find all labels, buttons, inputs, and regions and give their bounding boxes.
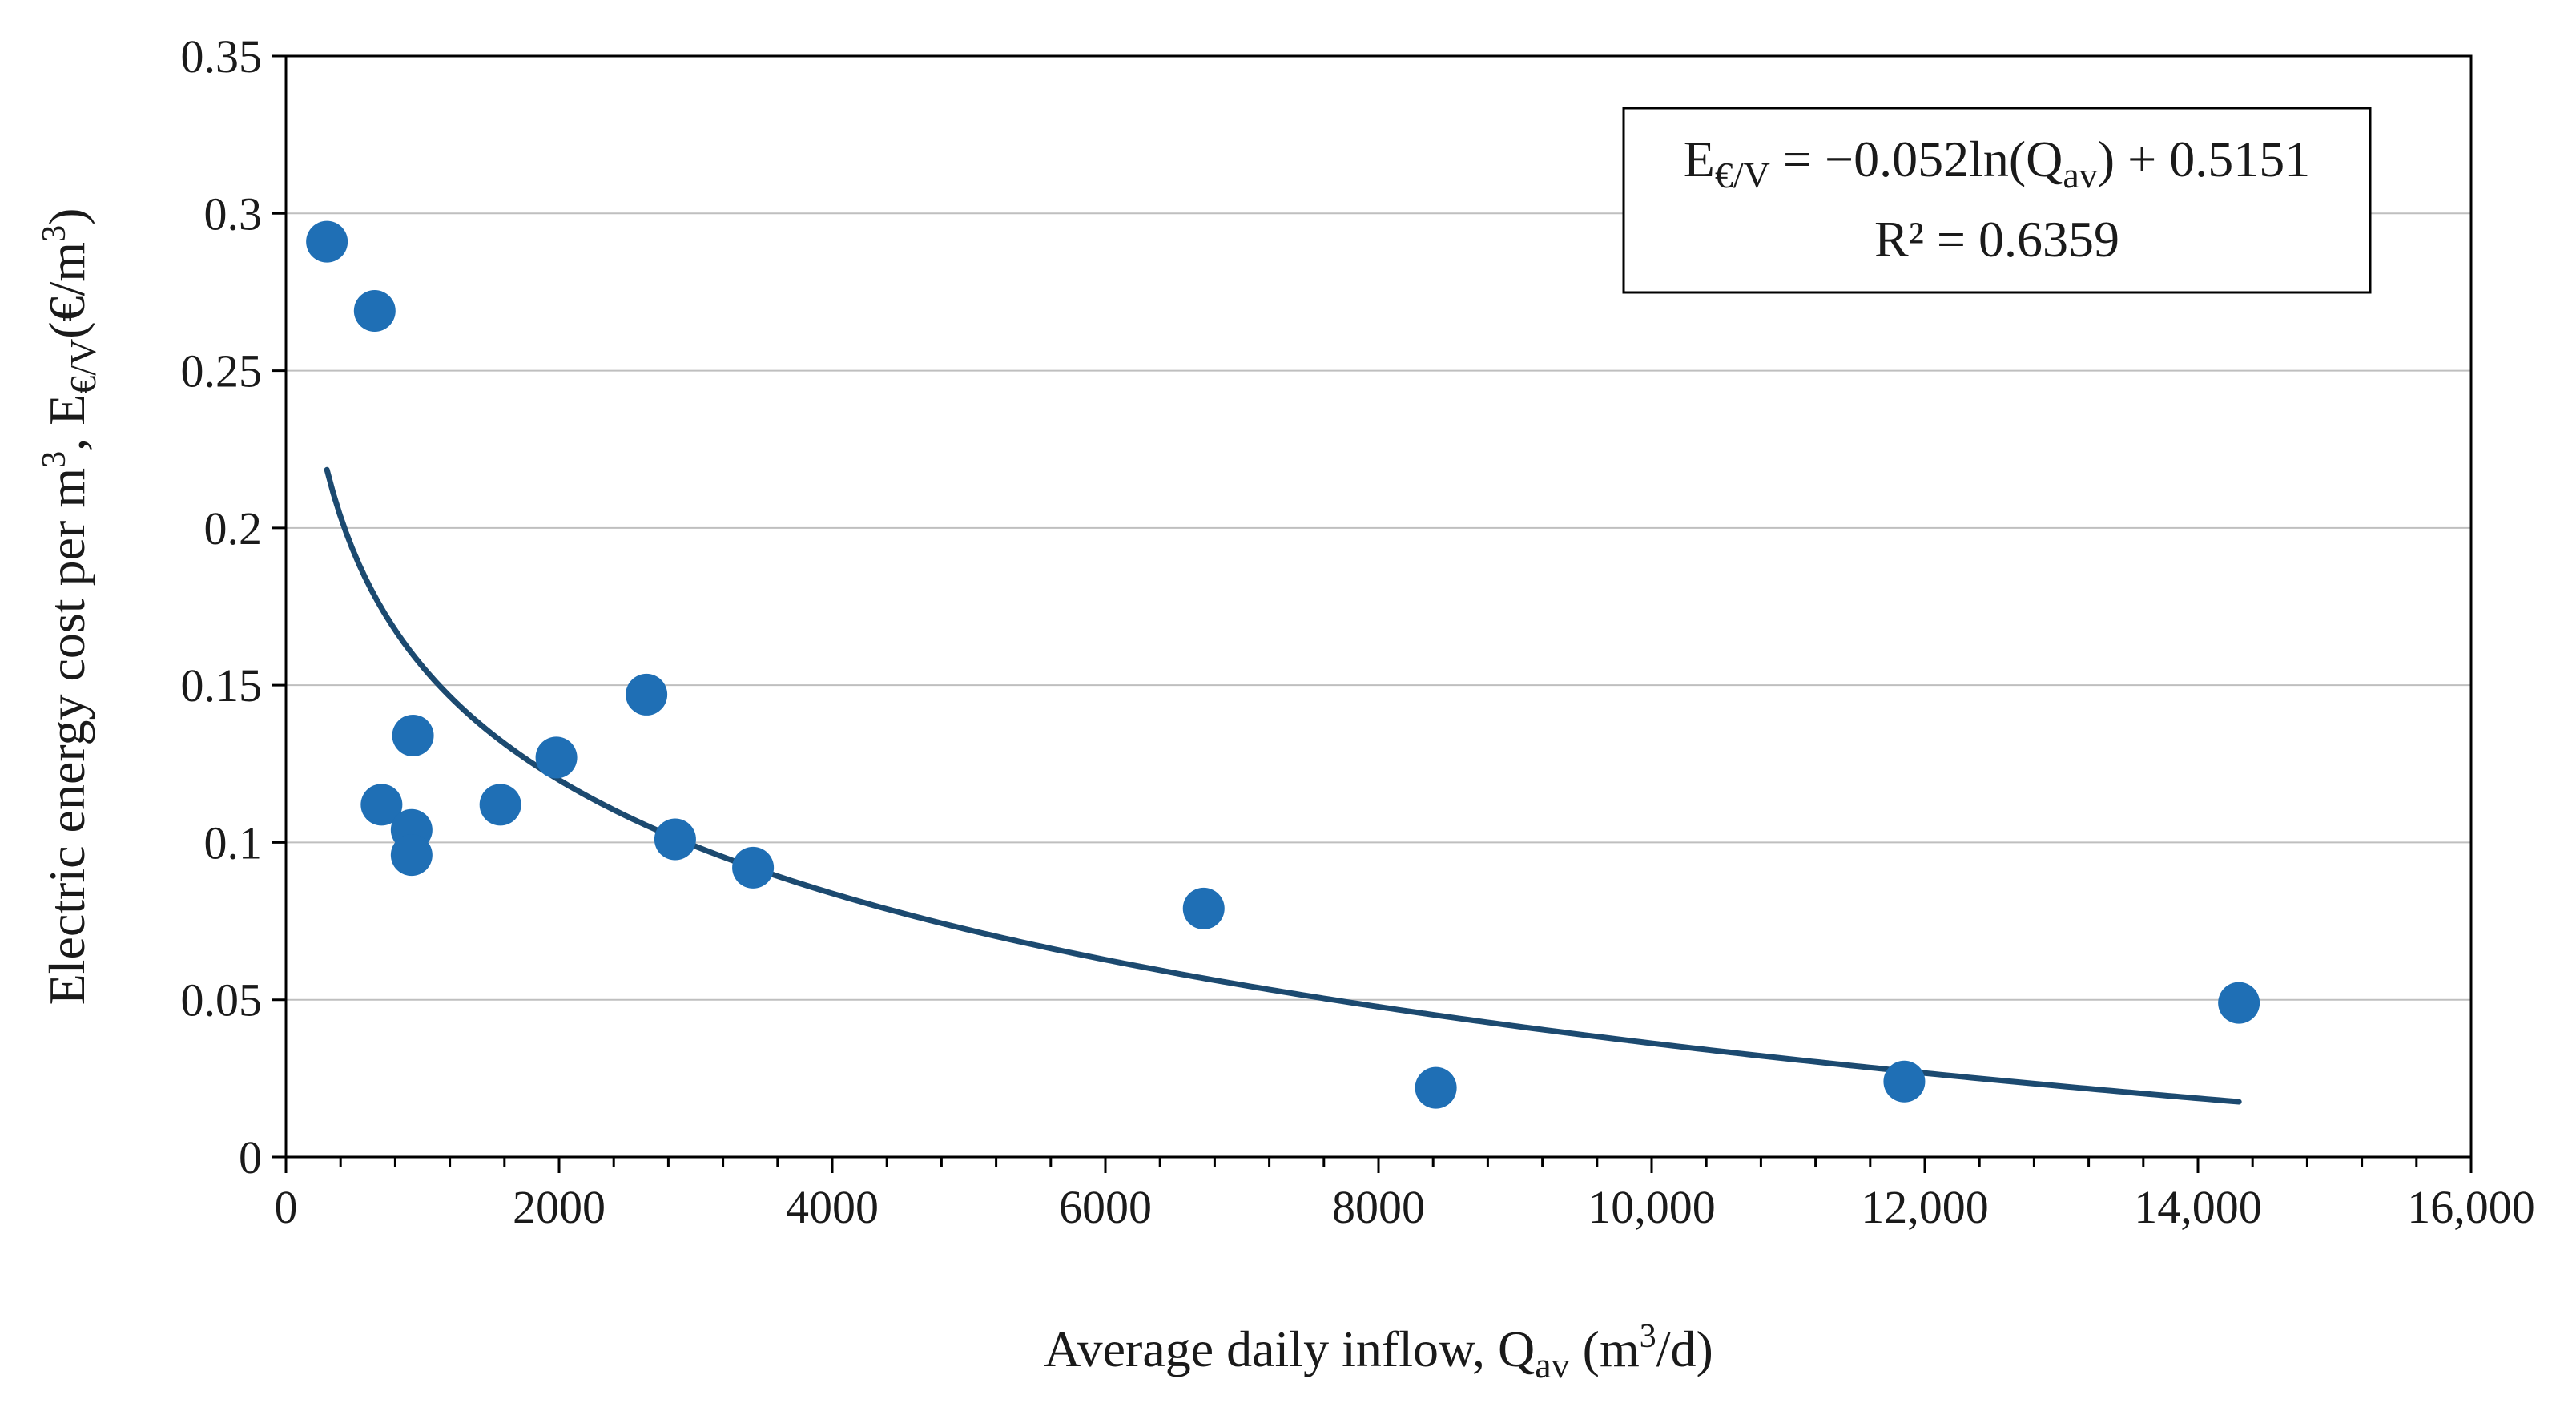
x-tick-label: 12,000	[1861, 1181, 1989, 1233]
y-tick-label: 0	[239, 1131, 262, 1183]
y-tick-label: 0.2	[204, 502, 263, 554]
data-point	[626, 673, 668, 716]
data-point	[1883, 1060, 1926, 1103]
scatter-points	[306, 220, 2260, 1109]
y-tick-label: 0.05	[181, 974, 263, 1026]
data-point	[535, 736, 578, 779]
data-point	[2218, 982, 2260, 1024]
y-axis-title: Electric energy cost per m3, E€/V(€/m3)	[36, 208, 103, 1006]
data-point	[732, 846, 775, 889]
x-tick-label: 16,000	[2407, 1181, 2535, 1233]
data-point	[479, 784, 521, 826]
data-point	[1182, 887, 1225, 929]
data-point	[654, 818, 696, 861]
data-point	[306, 220, 348, 263]
equation-box-frame	[1622, 107, 2372, 294]
trendline	[324, 466, 2242, 1105]
data-point	[360, 784, 403, 826]
y-tick-label: 0.3	[204, 187, 263, 240]
trendline-layer	[324, 466, 2242, 1105]
y-tick-label: 0.35	[181, 30, 263, 83]
x-tick-label: 0	[275, 1181, 298, 1233]
trendline-equation: E€/V = −0.052ln(Qav) + 0.5151	[1684, 131, 2310, 196]
data-point	[392, 714, 434, 756]
trendline-equation-box: E€/V = −0.052ln(Qav) + 0.5151 R² = 0.635…	[1622, 107, 2372, 294]
y-tick-label: 0.15	[181, 659, 263, 712]
x-tick-label: 14,000	[2134, 1181, 2262, 1233]
grid-lines	[286, 212, 2471, 1001]
x-axis-title: Average daily inflow, Qav (m3/d)	[1044, 1318, 1713, 1385]
y-tick-label: 0.25	[181, 345, 263, 397]
axis-ticks: 0 0.05 0.1 0.15 0.2 0.25 0.3 0.35 0 2000 4000 6000 8…	[181, 30, 2535, 1233]
data-point	[353, 289, 396, 332]
r-squared-label: R² = 0.6359	[1874, 211, 2119, 268]
data-point	[390, 834, 433, 877]
y-tick-label: 0.1	[204, 816, 263, 869]
data-point	[1415, 1066, 1457, 1109]
x-tick-label: 8000	[1332, 1181, 1425, 1233]
x-tick-label: 2000	[513, 1181, 606, 1233]
x-tick-label: 4000	[786, 1181, 879, 1233]
x-tick-label: 6000	[1059, 1181, 1152, 1233]
x-tick-label: 10,000	[1588, 1181, 1716, 1233]
